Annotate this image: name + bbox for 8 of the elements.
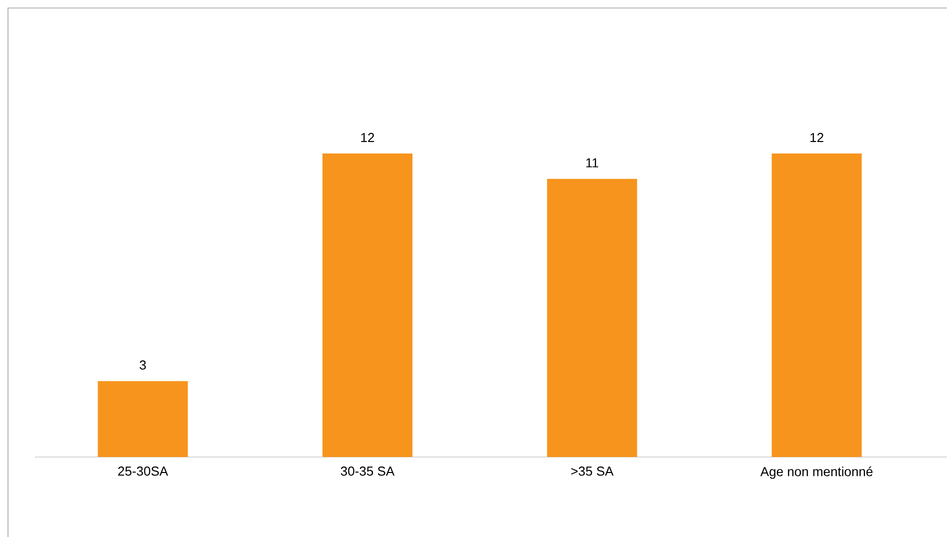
x-tick-label: >35 SA — [571, 466, 614, 476]
data-label: 12 — [810, 132, 824, 142]
data-label: 12 — [361, 132, 374, 142]
x-tick-label: 30-35 SA — [340, 466, 395, 476]
x-tick-label: Age non mentionné — [760, 466, 872, 479]
x-tick-label: 25-30SA — [118, 466, 168, 476]
data-label: 3 — [140, 360, 146, 370]
data-label: 11 — [586, 158, 598, 168]
